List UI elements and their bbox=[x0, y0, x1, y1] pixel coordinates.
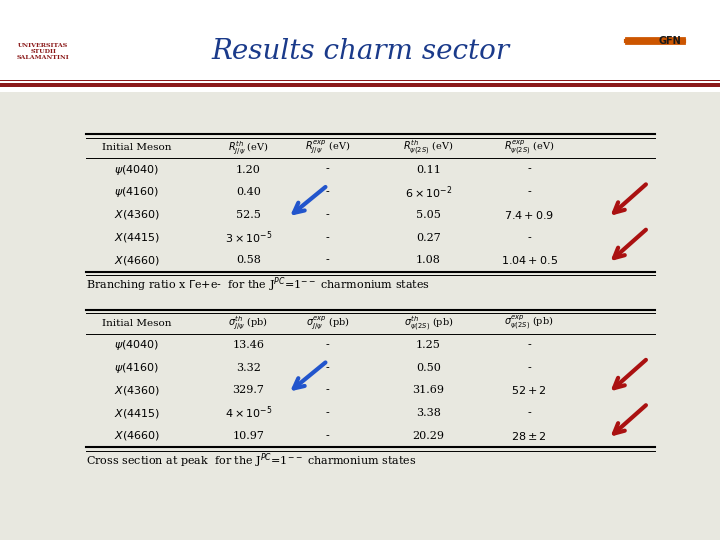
Text: $R^{th}_{\psi(2S)}$ (eV): $R^{th}_{\psi(2S)}$ (eV) bbox=[403, 139, 454, 157]
Text: -: - bbox=[527, 233, 531, 242]
Text: 0.27: 0.27 bbox=[416, 233, 441, 242]
Text: 1.08: 1.08 bbox=[416, 255, 441, 265]
Text: Initial Meson: Initial Meson bbox=[102, 319, 171, 328]
Text: 13.46: 13.46 bbox=[233, 340, 264, 350]
Text: $52+2$: $52+2$ bbox=[511, 384, 547, 396]
Text: -: - bbox=[325, 210, 330, 220]
Text: $X(4660)$: $X(4660)$ bbox=[114, 429, 160, 442]
Text: -: - bbox=[325, 386, 330, 395]
Text: -: - bbox=[527, 165, 531, 174]
Text: 1.20: 1.20 bbox=[236, 165, 261, 174]
Text: 10.97: 10.97 bbox=[233, 431, 264, 441]
Text: -: - bbox=[527, 340, 531, 350]
Text: $X(4415)$: $X(4415)$ bbox=[114, 407, 160, 420]
Text: $\sigma^{th}_{\psi(2S)}$ (pb): $\sigma^{th}_{\psi(2S)}$ (pb) bbox=[404, 314, 453, 333]
Text: $X(4415)$: $X(4415)$ bbox=[114, 231, 160, 244]
Text: $\psi(4160)$: $\psi(4160)$ bbox=[114, 361, 160, 375]
Text: -: - bbox=[325, 187, 330, 197]
Text: -: - bbox=[325, 255, 330, 265]
Text: -: - bbox=[325, 408, 330, 418]
Text: $X(4360)$: $X(4360)$ bbox=[114, 208, 160, 221]
Text: Branching ratio x $\Gamma$e+e-  for the J$^{PC}$=1$^{--}$ charmonium states: Branching ratio x $\Gamma$e+e- for the J… bbox=[86, 276, 431, 294]
Text: 3.38: 3.38 bbox=[416, 408, 441, 418]
Text: $\sigma^{th}_{J/\psi}$ (pb): $\sigma^{th}_{J/\psi}$ (pb) bbox=[228, 315, 269, 332]
Text: -: - bbox=[325, 340, 330, 350]
Text: UNIVERSITAS
STUDII
SALAMANTINI: UNIVERSITAS STUDII SALAMANTINI bbox=[17, 43, 70, 60]
Text: $6 \times 10^{-2}$: $6 \times 10^{-2}$ bbox=[405, 184, 452, 200]
Text: $R^{th}_{J/\psi}$ (eV): $R^{th}_{J/\psi}$ (eV) bbox=[228, 139, 269, 157]
Text: Initial Meson: Initial Meson bbox=[102, 144, 171, 152]
Text: $R^{exp}_{J/\psi}$ (eV): $R^{exp}_{J/\psi}$ (eV) bbox=[305, 139, 350, 157]
Text: $4 \times 10^{-5}$: $4 \times 10^{-5}$ bbox=[225, 405, 272, 421]
Text: -: - bbox=[527, 408, 531, 418]
FancyBboxPatch shape bbox=[0, 83, 720, 87]
Text: GFN: GFN bbox=[658, 36, 681, 45]
Text: Results charm sector: Results charm sector bbox=[211, 38, 509, 65]
Text: 0.58: 0.58 bbox=[236, 255, 261, 265]
FancyBboxPatch shape bbox=[0, 80, 720, 81]
FancyBboxPatch shape bbox=[0, 0, 720, 92]
Text: $\sigma^{exp}_{J/\psi}$ (pb): $\sigma^{exp}_{J/\psi}$ (pb) bbox=[305, 315, 350, 332]
Text: $X(4360)$: $X(4360)$ bbox=[114, 384, 160, 397]
Text: 31.69: 31.69 bbox=[413, 386, 444, 395]
Text: -: - bbox=[325, 233, 330, 242]
Text: $\psi(4040)$: $\psi(4040)$ bbox=[114, 338, 160, 352]
Text: $\sigma^{exp}_{\psi(2S)}$ (pb): $\sigma^{exp}_{\psi(2S)}$ (pb) bbox=[505, 314, 554, 333]
Text: $\psi(4040)$: $\psi(4040)$ bbox=[114, 163, 160, 177]
Text: -: - bbox=[527, 363, 531, 373]
Text: 1.25: 1.25 bbox=[416, 340, 441, 350]
Text: $28 \pm 2$: $28 \pm 2$ bbox=[511, 430, 547, 442]
Text: $X(4660)$: $X(4660)$ bbox=[114, 254, 160, 267]
Text: $\psi(4160)$: $\psi(4160)$ bbox=[114, 185, 160, 199]
Text: -: - bbox=[527, 187, 531, 197]
Text: $1.04+0.5$: $1.04+0.5$ bbox=[500, 254, 558, 266]
Text: -: - bbox=[325, 363, 330, 373]
Text: -: - bbox=[325, 165, 330, 174]
Text: 329.7: 329.7 bbox=[233, 386, 264, 395]
Text: 5.05: 5.05 bbox=[416, 210, 441, 220]
Text: $R^{exp}_{\psi(2S)}$ (eV): $R^{exp}_{\psi(2S)}$ (eV) bbox=[504, 139, 554, 157]
Text: $7.4+0.9$: $7.4+0.9$ bbox=[504, 209, 554, 221]
Text: 3.32: 3.32 bbox=[236, 363, 261, 373]
Text: 0.50: 0.50 bbox=[416, 363, 441, 373]
Text: -: - bbox=[325, 431, 330, 441]
Text: Cross section at peak  for the J$^{PC}$=1$^{--}$ charmonium states: Cross section at peak for the J$^{PC}$=1… bbox=[86, 451, 417, 470]
Text: 0.40: 0.40 bbox=[236, 187, 261, 197]
Text: 20.29: 20.29 bbox=[413, 431, 444, 441]
Text: 0.11: 0.11 bbox=[416, 165, 441, 174]
Text: $3 \times 10^{-5}$: $3 \times 10^{-5}$ bbox=[225, 230, 272, 246]
Text: 52.5: 52.5 bbox=[236, 210, 261, 220]
